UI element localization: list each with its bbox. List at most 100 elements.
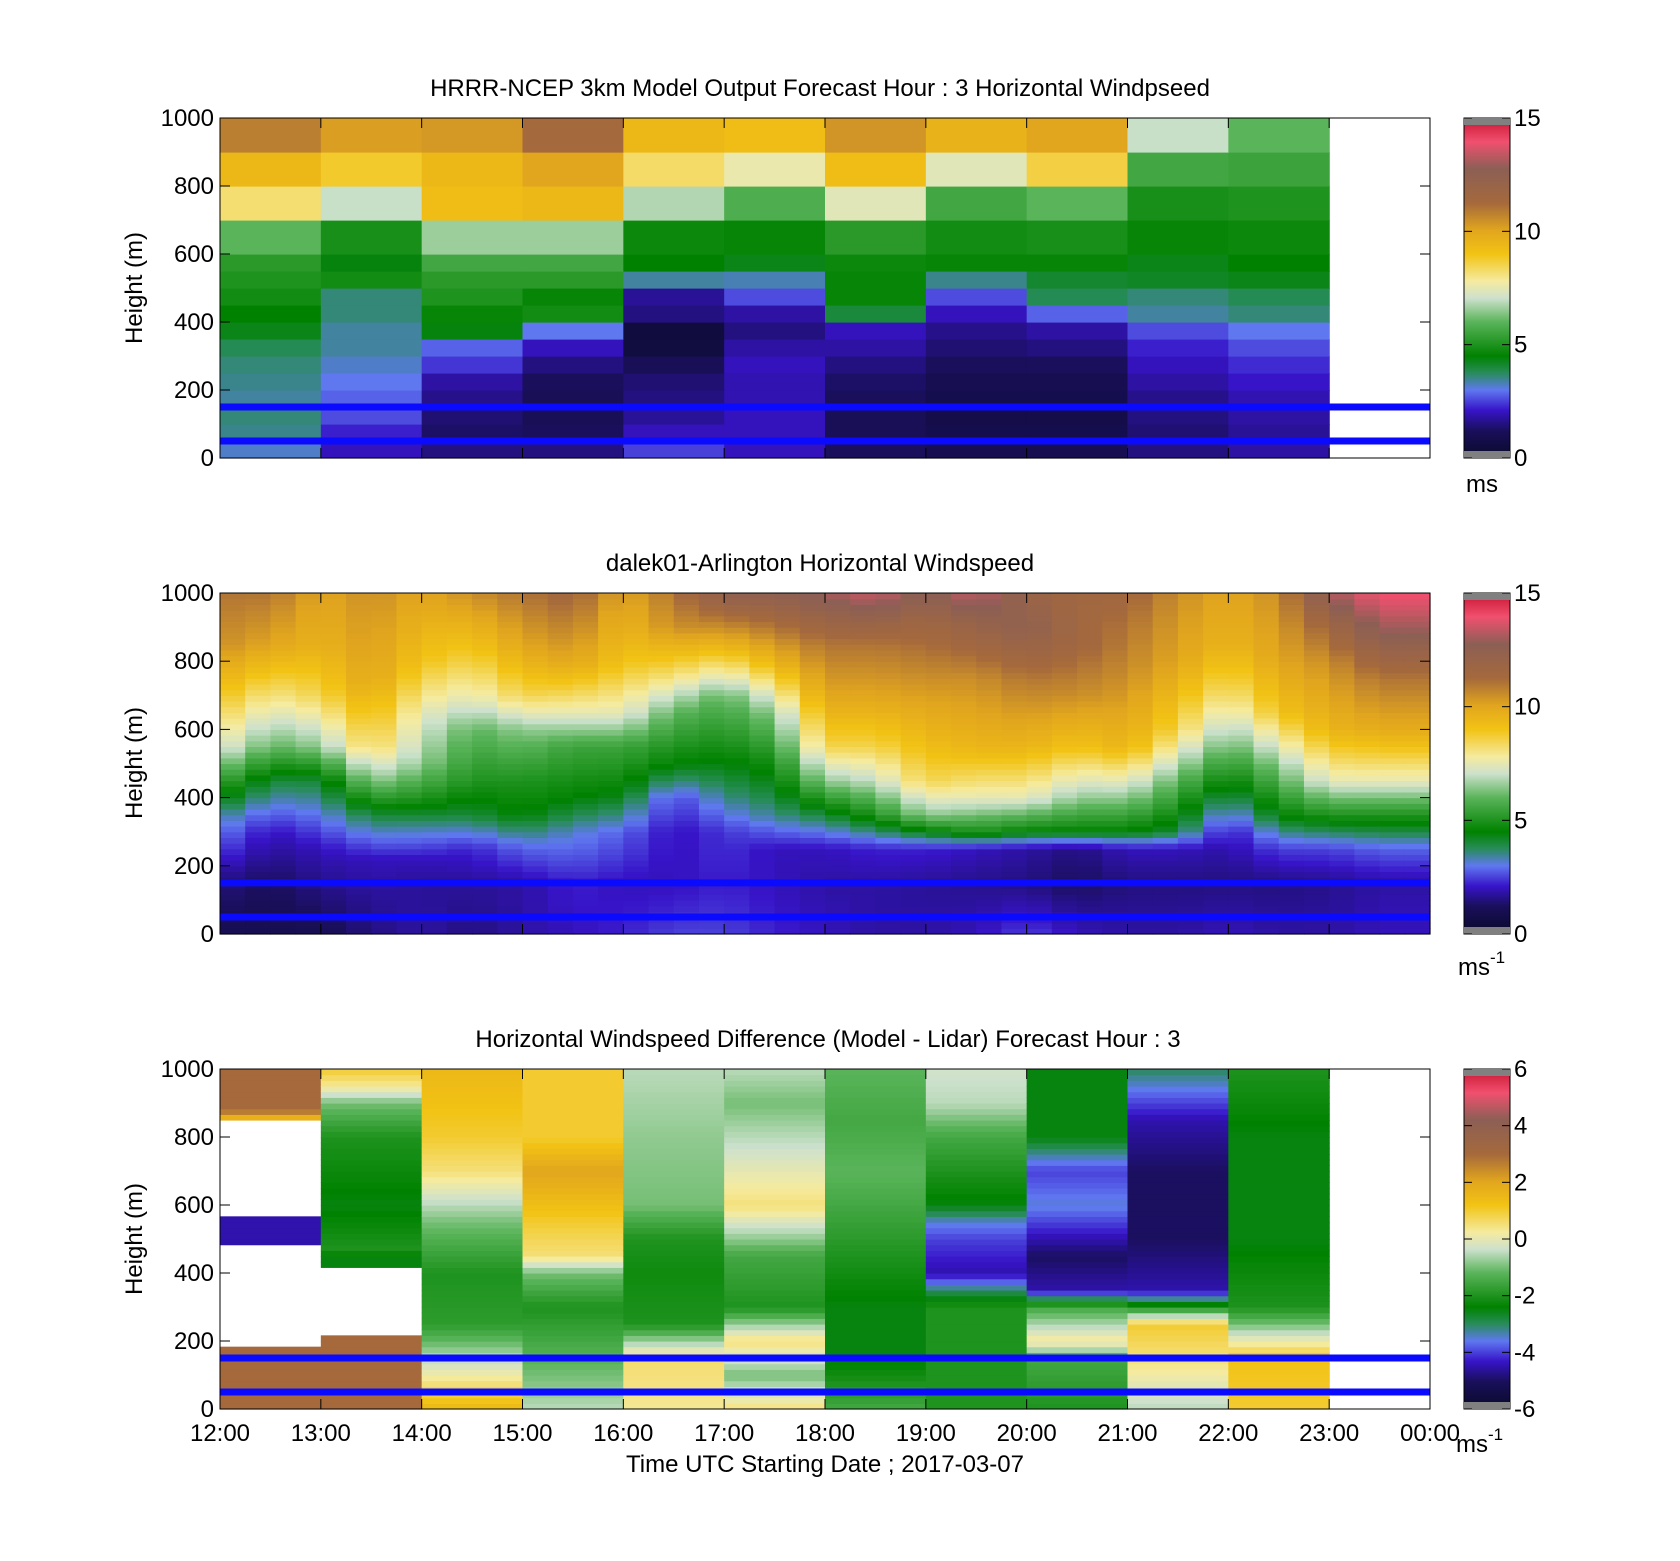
heatmap-cell — [825, 152, 927, 187]
heatmap-cell — [1026, 803, 1053, 810]
heatmap-cell — [598, 695, 624, 702]
panel-difference-reference-lines — [220, 1354, 1430, 1396]
heatmap-cell — [825, 1097, 927, 1104]
heatmap-cell — [900, 610, 927, 617]
heatmap-cell — [623, 928, 650, 935]
heatmap-cell — [774, 814, 801, 821]
heatmap-cell — [698, 735, 725, 742]
heatmap-cell — [1278, 661, 1305, 668]
heatmap-cell — [245, 831, 272, 838]
heatmap-cell — [346, 831, 372, 838]
heatmap-cell — [522, 757, 549, 765]
heatmap-cell — [1253, 638, 1280, 645]
heatmap-cell — [1303, 615, 1330, 623]
heatmap-cell — [371, 593, 398, 600]
heatmap-cell — [925, 1222, 1028, 1229]
heatmap-cell — [421, 837, 448, 844]
heatmap-cell — [547, 848, 574, 856]
heatmap-cell — [925, 1091, 1028, 1098]
heatmap-cell — [724, 757, 750, 765]
heatmap-cell — [724, 729, 750, 736]
heatmap-cell — [1228, 746, 1255, 753]
heatmap-cell — [1203, 666, 1229, 674]
heatmap-cell — [875, 905, 902, 912]
heatmap-cell — [421, 424, 524, 442]
heatmap-cell — [522, 1125, 624, 1132]
heatmap-cell — [749, 615, 776, 623]
heatmap-cell — [1228, 843, 1255, 850]
heatmap-cell — [976, 763, 1003, 770]
heatmap-cell — [446, 808, 473, 816]
heatmap-cell — [295, 706, 322, 713]
heatmap-cell — [1203, 598, 1229, 605]
heatmap-cell — [522, 1267, 624, 1274]
heatmap-cell — [320, 803, 347, 810]
heatmap-cell — [598, 729, 624, 736]
heatmap-cell — [749, 666, 776, 674]
heatmap-cell — [1026, 1267, 1129, 1274]
heatmap-cell — [572, 695, 599, 702]
heatmap-cell — [648, 865, 675, 873]
heatmap-cell — [623, 1171, 725, 1178]
heatmap-cell — [1354, 700, 1381, 708]
heatmap-cell — [1127, 922, 1154, 929]
heatmap-cell — [522, 271, 624, 289]
heatmap-cell — [925, 1205, 1028, 1212]
heatmap-cell — [1228, 1329, 1330, 1336]
heatmap-cell — [825, 774, 851, 782]
heatmap-cell — [497, 769, 524, 776]
heatmap-cell — [1228, 1284, 1330, 1291]
heatmap-cell — [346, 666, 372, 674]
heatmap-cell — [1152, 814, 1179, 821]
heatmap-cell — [522, 1210, 624, 1217]
heatmap-cell — [497, 854, 524, 861]
heatmap-cell — [1228, 1142, 1330, 1149]
heatmap-cell — [623, 661, 650, 668]
heatmap-cell — [648, 598, 675, 605]
heatmap-cell — [1278, 860, 1305, 867]
heatmap-cell — [951, 638, 977, 645]
heatmap-cell — [522, 1341, 624, 1348]
heatmap-cell — [522, 1233, 624, 1240]
heatmap-cell — [320, 683, 347, 691]
heatmap-cell — [1278, 695, 1305, 702]
heatmap-cell — [1278, 757, 1305, 765]
heatmap-cell — [1203, 871, 1229, 878]
x-tick-label: 18:00 — [795, 1420, 855, 1447]
heatmap-cell — [598, 763, 624, 770]
heatmap-cell — [1253, 661, 1280, 668]
heatmap-cell — [623, 441, 725, 459]
heatmap-cell — [598, 689, 624, 696]
heatmap-cell — [1354, 689, 1381, 696]
heatmap-cell — [976, 683, 1003, 691]
heatmap-cell — [320, 1256, 423, 1263]
heatmap-cell — [1228, 803, 1255, 810]
heatmap-cell — [875, 928, 902, 935]
heatmap-cell — [875, 666, 902, 674]
heatmap-cell — [1177, 865, 1204, 873]
heatmap-cell — [774, 689, 801, 696]
heatmap-cell — [1329, 695, 1355, 702]
heatmap-cell — [547, 621, 574, 628]
heatmap-cell — [346, 746, 372, 753]
heatmap-cell — [875, 723, 902, 730]
heatmap-cell — [396, 894, 423, 901]
heatmap-cell — [497, 922, 524, 929]
heatmap-cell — [1228, 1216, 1330, 1223]
heatmap-cell — [1102, 860, 1129, 867]
heatmap-cell — [925, 1108, 1028, 1115]
heatmap-cell — [497, 831, 524, 838]
heatmap-cell — [1177, 871, 1204, 878]
heatmap-cell — [421, 1182, 524, 1189]
heatmap-cell — [522, 1091, 624, 1098]
heatmap-cell — [346, 712, 372, 719]
heatmap-cell — [900, 740, 927, 748]
heatmap-cell — [951, 649, 977, 657]
panel-model-title: HRRR-NCEP 3km Model Output Forecast Hour… — [430, 75, 1210, 102]
heatmap-cell — [623, 288, 725, 306]
heatmap-cell — [799, 888, 826, 895]
heatmap-cell — [1051, 740, 1078, 748]
heatmap-cell — [1127, 848, 1154, 856]
heatmap-cell — [951, 655, 977, 662]
heatmap-cell — [698, 905, 725, 912]
